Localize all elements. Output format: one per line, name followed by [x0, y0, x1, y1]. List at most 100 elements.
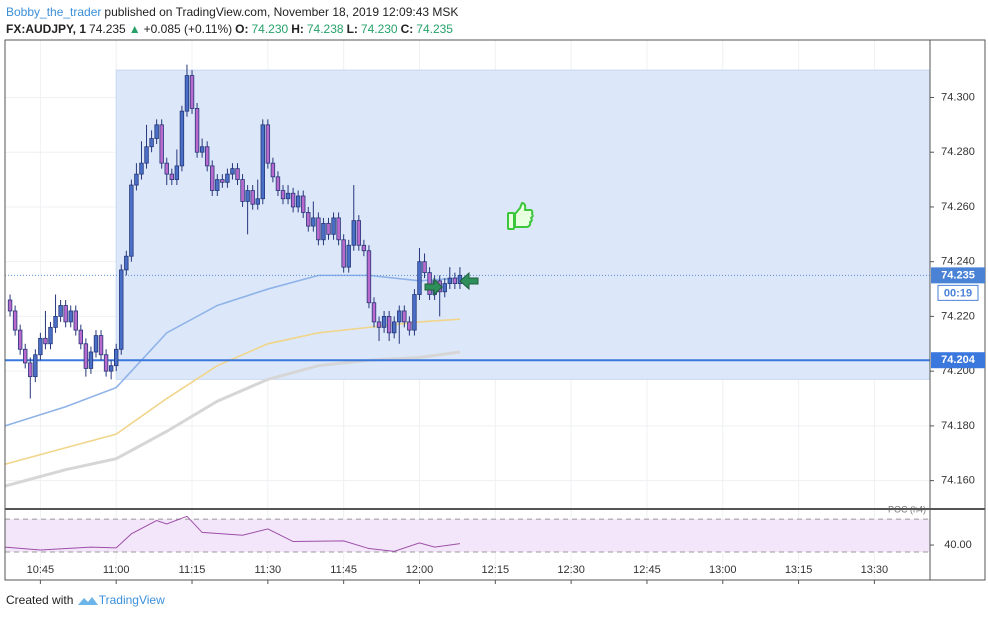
symbol-line: FX:AUDJPY, 1 74.235 ▲ +0.085 (+0.11%) O: 74.2…: [6, 22, 456, 36]
x-tick-label: 11:15: [179, 564, 206, 576]
candle-body: [432, 280, 437, 295]
candle-body: [361, 244, 367, 252]
x-tick-label: 13:00: [709, 564, 737, 576]
candle-body: [250, 190, 255, 205]
published: published on TradingView.com, November 1…: [104, 5, 459, 19]
candle-body: [331, 217, 336, 235]
h: 74.238: [306, 22, 344, 36]
candle-body: [12, 310, 18, 331]
candle-body: [386, 316, 392, 334]
candle-body: [114, 348, 119, 367]
x-tick-label: 12:00: [406, 564, 434, 576]
c-label: C:: [400, 22, 414, 36]
y-tick-label: 74.260: [941, 201, 975, 213]
candle-body: [215, 179, 220, 191]
candle-body: [164, 162, 169, 175]
x-tick-label: 13:15: [785, 564, 813, 576]
candle-body: [255, 198, 260, 205]
candle-body: [48, 326, 53, 345]
candle-body: [58, 305, 63, 317]
candle-body: [43, 337, 48, 345]
candle-body: [220, 179, 225, 183]
candle-body: [63, 305, 68, 323]
o-label: O:: [235, 22, 249, 36]
candle-body: [108, 365, 114, 372]
x-tick-label: 13:30: [861, 564, 889, 576]
candle-body: [417, 261, 422, 295]
candle-body: [351, 220, 356, 246]
candle-body: [341, 239, 346, 268]
candle-body: [28, 362, 33, 378]
candle-body: [326, 222, 331, 235]
candle-body: [392, 321, 397, 334]
rsi-label: POC (h4): [888, 504, 926, 514]
candle-body: [235, 168, 240, 180]
candle-body: [366, 250, 372, 304]
candle-body: [316, 217, 321, 241]
moving-average: [4, 350, 461, 488]
l: 74.230: [360, 22, 398, 36]
candle-body: [154, 124, 159, 139]
candle-body: [119, 269, 124, 350]
h-label: H:: [291, 22, 304, 36]
candle-body: [199, 146, 205, 153]
candle-body: [346, 244, 351, 268]
c: 74.235: [416, 22, 453, 36]
candle-body: [447, 277, 453, 284]
candle-body: [204, 146, 210, 167]
l-label: L:: [346, 22, 358, 36]
candle-body: [174, 165, 180, 180]
x-tick-label: 11:45: [330, 564, 357, 576]
y-tick-label: 74.220: [941, 310, 975, 322]
candle-body: [53, 316, 58, 328]
candle-body: [381, 316, 387, 328]
y-tick-label: 74.200: [941, 365, 975, 377]
brand: TradingView: [98, 593, 165, 607]
moving-average: [4, 274, 460, 427]
candle-body: [7, 299, 13, 312]
candle-body: [260, 124, 265, 200]
last-price-tag: 74.235: [941, 269, 975, 281]
candle-body: [225, 173, 230, 183]
symbol: FX:AUDJPY, 1: [6, 22, 87, 36]
author: Bobby_the_trader: [6, 5, 102, 19]
candle-body: [33, 354, 38, 378]
candle-body: [98, 335, 104, 356]
rsi-line: [4, 515, 460, 552]
candle-body: [210, 165, 215, 191]
candle-body: [290, 192, 296, 208]
x-tick-label: 12:45: [633, 564, 661, 576]
y-tick-label: 74.240: [941, 256, 975, 268]
arrow-left: [459, 271, 479, 291]
level-tag: 74.204: [941, 354, 976, 366]
candle-body: [371, 302, 377, 323]
header-line: Bobby_the_trader published on TradingView…: [6, 5, 461, 19]
candle-body: [194, 108, 200, 153]
level-tag-bg: [931, 352, 985, 369]
candle-body: [78, 329, 84, 345]
arrow-right: [424, 277, 443, 297]
candle-body: [73, 310, 78, 331]
x-tick-label: 12:30: [557, 564, 585, 576]
x-tick-label: 12:15: [482, 564, 510, 576]
candle-body: [265, 124, 271, 164]
countdown-bg: [937, 284, 979, 301]
candle-body: [129, 184, 134, 257]
candle-body: [17, 329, 23, 350]
candle-body: [103, 354, 109, 372]
candle-body: [149, 138, 154, 148]
candle-body: [280, 190, 286, 200]
candle-body: [144, 146, 149, 164]
candle-body: [189, 75, 195, 109]
x-tick-label: 10:45: [27, 564, 55, 576]
rsi-tick-label: 40.00: [944, 539, 972, 551]
candle-body: [184, 75, 190, 112]
candle-body: [83, 343, 89, 369]
candle-body: [169, 173, 175, 180]
candle-body: [275, 176, 281, 191]
candle-body: [452, 277, 458, 284]
candle-body: [139, 162, 144, 175]
thumb-icon: [507, 202, 534, 230]
